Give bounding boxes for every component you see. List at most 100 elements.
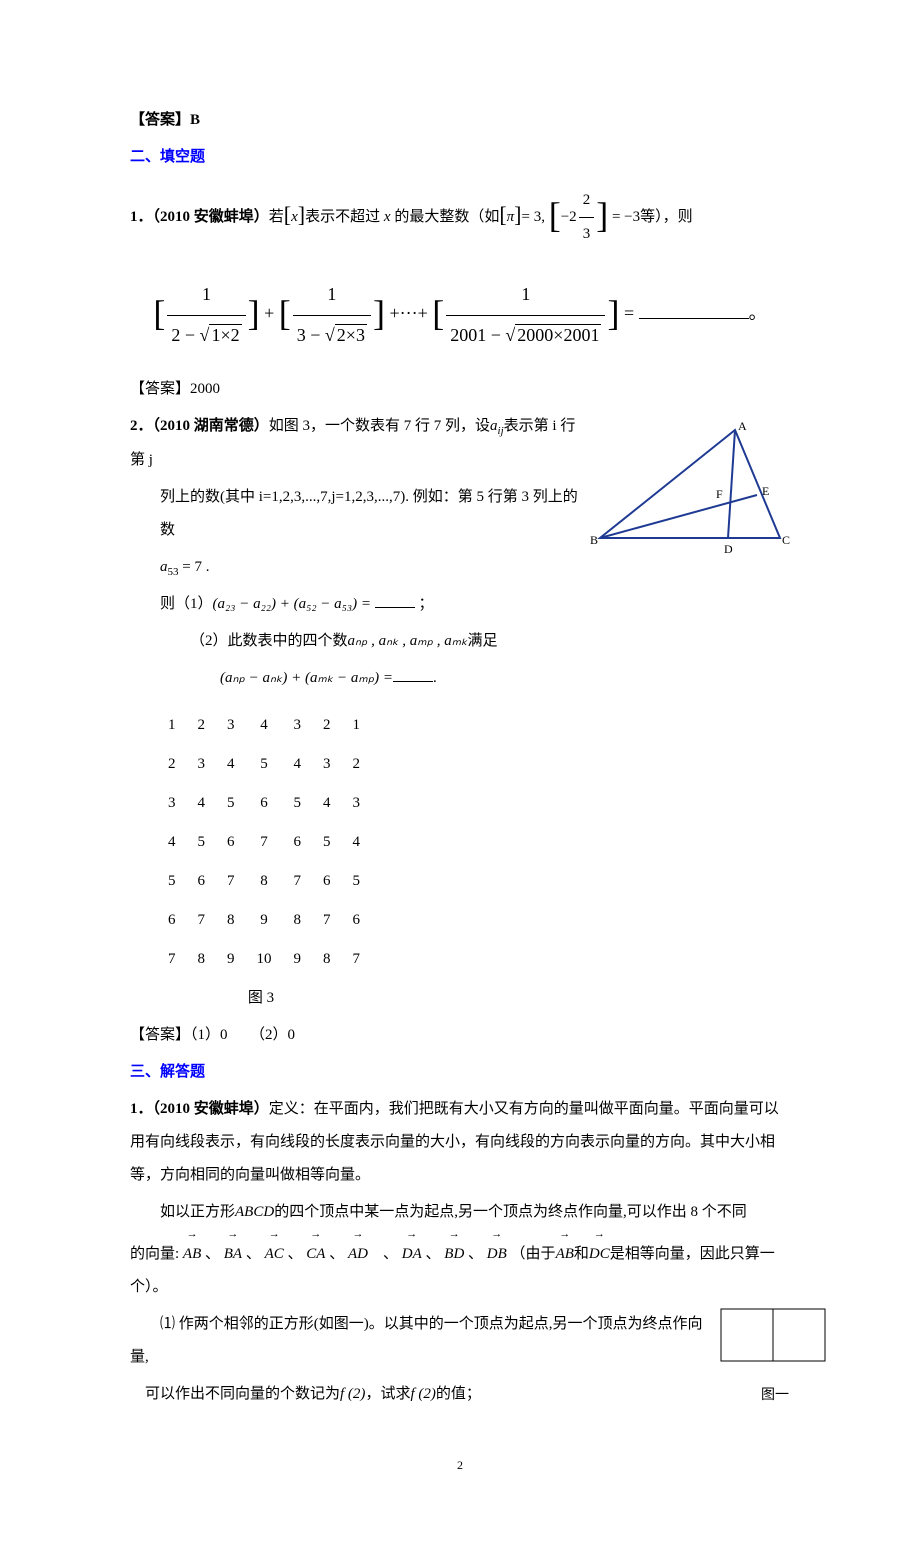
table-cell: 2 <box>188 707 216 744</box>
eq1-r2: 2×3 <box>335 324 367 345</box>
sep6: 、 <box>426 1246 441 1262</box>
eq1-d3: 2001 − <box>450 325 505 345</box>
vec-bd: BD <box>444 1233 464 1271</box>
q2-part2b: (aₙₚ − aₙₖ) + (aₘₖ − aₘₚ) =. <box>130 662 790 695</box>
table-caption: 图 3 <box>156 982 366 1015</box>
vec-dc: DC <box>589 1233 610 1271</box>
eq1-r1: 1×2 <box>209 324 241 345</box>
q2-p2-pre: （2）此数表中的四个数 <box>190 633 348 649</box>
q3-sub1-l2: 可以作出不同向量的个数记为f (2)，试求f (2)的值； <box>130 1378 790 1411</box>
sep3: 、 <box>288 1246 303 1262</box>
fill-q2-answer: 【答案】（1）0 （2）0 <box>130 1019 790 1052</box>
triangle-label-f: F <box>716 487 723 501</box>
vec-ca: CA <box>306 1233 325 1271</box>
section-solve-title: 三、解答题 <box>130 1056 790 1089</box>
table-cell: 5 <box>343 863 371 900</box>
table-cell: 7 <box>284 863 312 900</box>
eq1-r3: 2000×2001 <box>515 324 601 345</box>
q2-a53-sub: 53 <box>168 566 179 578</box>
q1-neg: −2 <box>561 209 577 225</box>
table-row: 2345432 <box>158 746 370 783</box>
table-cell: 4 <box>158 824 186 861</box>
table-cell: 4 <box>284 746 312 783</box>
triangle-figure: A B C D E F <box>590 420 790 583</box>
eq1-n1: 1 <box>167 275 245 316</box>
q3-p3: 的向量: AB 、 BA 、 AC 、 CA 、 AD 、 DA 、 BD 、 … <box>130 1233 790 1304</box>
number-table: 1234321234543234565434567654567876567898… <box>156 705 372 980</box>
q2-l1a: 如图 3，一个数表有 7 行 7 列，设 <box>269 418 490 434</box>
answer-b: 【答案】B <box>130 104 790 137</box>
vec-da: DA <box>402 1233 422 1271</box>
q3-f2-2: f (2) <box>410 1386 435 1402</box>
sep1: 、 <box>205 1246 220 1262</box>
q3-p2b: 的四个顶点中某一点为起点,另一个顶点为终点作向量,可以作出 8 个不同 <box>274 1204 747 1220</box>
vec-ab2: AB <box>556 1233 574 1271</box>
q2-aij: a <box>490 418 498 434</box>
q2-src: （2010 湖南常德） <box>153 418 269 434</box>
table-cell: 3 <box>313 746 341 783</box>
triangle-label-b: B <box>590 533 598 547</box>
two-squares-figure: 图一 <box>720 1308 830 1412</box>
table-cell: 4 <box>343 824 371 861</box>
table-cell: 5 <box>188 824 216 861</box>
q1-mid1: 表示不超过 <box>305 209 380 225</box>
table-cell: 8 <box>217 902 245 939</box>
eq1-d2: 3 − <box>297 325 325 345</box>
q3-src: （2010 安徽蚌埠） <box>153 1101 269 1117</box>
table-cell: 6 <box>217 824 245 861</box>
table-row: 5678765 <box>158 863 370 900</box>
table-cell: 3 <box>284 707 312 744</box>
eq1-eq: = <box>624 303 639 323</box>
q3-sub1-l1: ⑴ 作两个相邻的正方形(如图一)。以其中的一个顶点为起点,另一个顶点为终点作向量… <box>130 1308 790 1374</box>
sep4: 、 <box>329 1246 344 1262</box>
q2-a53-a: a <box>160 559 168 575</box>
q3-s1-a: 可以作出不同向量的个数记为 <box>145 1386 340 1402</box>
q3-p3a: 的向量: <box>130 1246 179 1262</box>
q2-num: 2． <box>130 418 153 434</box>
table-row: 78910987 <box>158 941 370 978</box>
table-cell: 7 <box>343 941 371 978</box>
q3-s1-c: 的值； <box>436 1386 481 1402</box>
q3-s1-b: ，试求 <box>365 1386 410 1402</box>
table-cell: 3 <box>343 785 371 822</box>
q1-num: 1． <box>130 209 153 225</box>
q2-l2: 列上的数(其中 i=1,2,3,...,7,j=1,2,3,...,7). 例如… <box>160 489 578 538</box>
q2-p2-end: . <box>433 670 437 686</box>
table-cell: 6 <box>158 902 186 939</box>
two-squares-caption: 图一 <box>720 1381 830 1412</box>
q2-eq7: = 7 . <box>179 559 210 575</box>
q2-p1-expr: (a₂₃ − a₂₂) + (a₅₂ − a₅₃) = <box>213 596 371 612</box>
q2-p2-vars: aₙₚ , aₙₖ , aₘₚ , aₘₖ <box>348 633 468 649</box>
vec-ab: AB <box>183 1233 201 1271</box>
table-cell: 9 <box>247 902 282 939</box>
triangle-label-c: C <box>782 533 790 547</box>
q2-p1-blank <box>375 593 415 608</box>
q1-pi: π <box>507 209 515 225</box>
table-cell: 7 <box>247 824 282 861</box>
eq1-d1: 2 − <box>171 325 199 345</box>
q1-text-pre: 若 <box>269 209 284 225</box>
fill-q1-answer: 【答案】2000 <box>130 373 790 406</box>
table-cell: 9 <box>284 941 312 978</box>
solve-q1: 1．（2010 安徽蚌埠）定义：在平面内，我们把既有大小又有方向的量叫做平面向量… <box>130 1093 790 1192</box>
table-row: 3456543 <box>158 785 370 822</box>
two-squares-svg <box>720 1308 830 1366</box>
table-row: 6789876 <box>158 902 370 939</box>
sep5: 、 <box>383 1246 398 1262</box>
table-cell: 9 <box>217 941 245 978</box>
sep2: 、 <box>246 1246 261 1262</box>
table-cell: 7 <box>158 941 186 978</box>
table-cell: 8 <box>247 863 282 900</box>
vec-ac: AC <box>265 1233 284 1271</box>
page-number: 2 <box>130 1452 790 1478</box>
vec-ad: AD <box>348 1233 368 1271</box>
q2-p1-pre: 则（1） <box>160 596 213 612</box>
q3-p3c: 和 <box>574 1246 589 1262</box>
eq1-n3: 1 <box>446 275 605 316</box>
q1-eqneg3: = −3 <box>612 209 640 225</box>
table-row: 4567654 <box>158 824 370 861</box>
table-cell: 4 <box>188 785 216 822</box>
q2-p1-post: ； <box>418 596 433 612</box>
q2-part1: 则（1）(a₂₃ − a₂₂) + (a₅₂ − a₅₃) = ； <box>130 588 790 621</box>
table-cell: 1 <box>343 707 371 744</box>
